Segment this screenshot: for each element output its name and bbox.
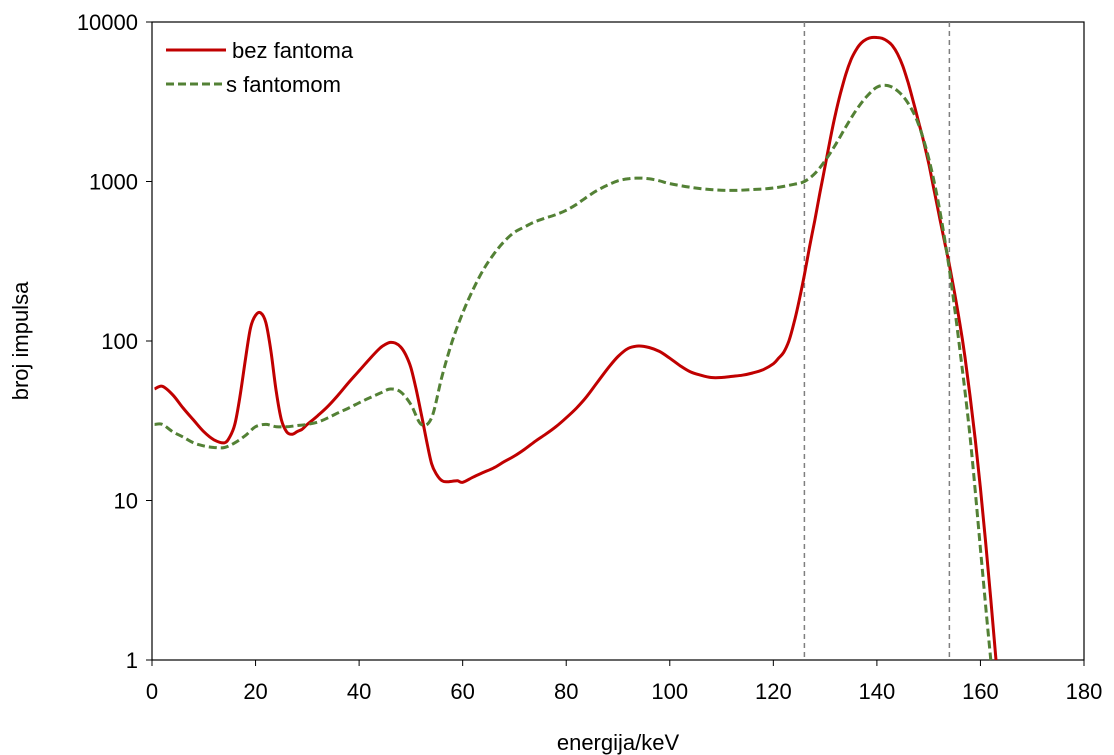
y-axis-title: broj impulsa (8, 281, 33, 400)
y-tick-label: 10000 (77, 10, 138, 35)
legend-label-s-fantomom: s fantomom (226, 72, 341, 97)
y-tick-label: 1000 (89, 170, 138, 195)
series-line-s-fantomom (154, 83, 993, 661)
x-tick-label: 160 (962, 679, 999, 704)
x-axis-title: energija/keV (557, 730, 680, 755)
y-axis-ticks: 1 10 100 1000 10000 (77, 10, 152, 673)
x-tick-label: 80 (554, 679, 578, 704)
legend: bez fantoma s fantomom (166, 38, 354, 97)
y-tick-label: 10 (114, 489, 138, 514)
series-layer (153, 35, 998, 661)
y-tick-label: 100 (101, 329, 138, 354)
plot-area (151, 21, 1085, 661)
x-tick-label: 140 (859, 679, 896, 704)
x-tick-label: 40 (347, 679, 371, 704)
y-tick-label: 1 (126, 648, 138, 673)
x-axis-ticks: 0 20 40 60 80 100 120 140 160 180 (146, 660, 1102, 704)
x-tick-label: 180 (1066, 679, 1103, 704)
x-tick-label: 60 (450, 679, 474, 704)
reference-lines (803, 22, 951, 660)
x-tick-label: 0 (146, 679, 158, 704)
series-line-bez-fantoma (153, 35, 998, 661)
x-tick-label: 120 (755, 679, 792, 704)
x-tick-label: 20 (243, 679, 267, 704)
legend-label-bez-fantoma: bez fantoma (232, 38, 354, 63)
x-tick-label: 100 (651, 679, 688, 704)
